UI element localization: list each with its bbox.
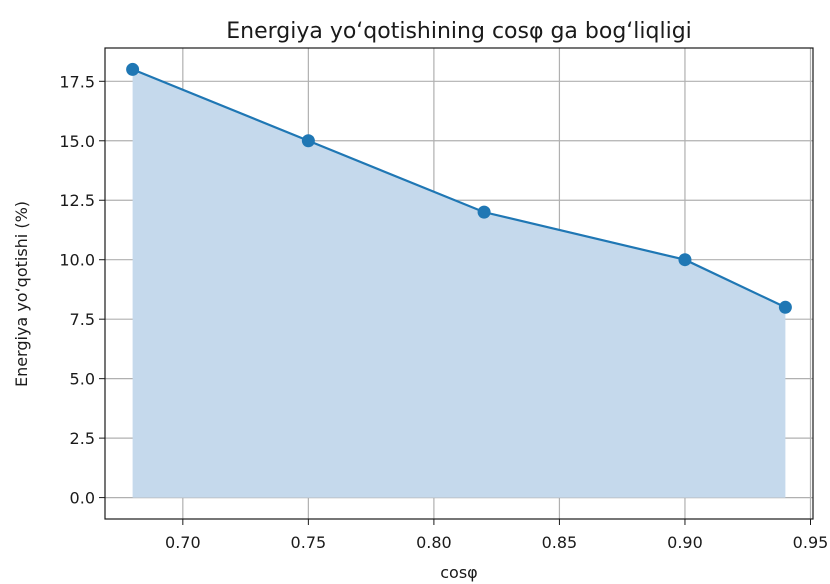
data-point (678, 253, 692, 267)
chart-title: Energiya yo‘qotishining cosφ ga bog‘liql… (226, 19, 692, 44)
data-point (301, 134, 315, 148)
y-tick-label: 15.0 (59, 132, 95, 151)
y-tick-label: 0.0 (70, 489, 95, 508)
axes-frame (104, 47, 814, 520)
data-point (778, 300, 792, 314)
x-tick-label: 0.75 (291, 533, 327, 552)
x-axis-ticks: 0.70 0.75 0.80 0.85 0.90 0.95 (165, 519, 828, 552)
y-tick-label: 10.0 (59, 251, 95, 270)
plot-area: 0.70 0.75 0.80 0.85 0.90 0.95 0.0 2.5 5.0 7.5 10.… (59, 47, 828, 552)
area-fill (132, 69, 786, 498)
y-tick-label: 2.5 (70, 429, 95, 448)
x-tick-label: 0.95 (793, 533, 829, 552)
y-tick-label: 5.0 (70, 370, 95, 389)
x-tick-label: 0.80 (416, 533, 452, 552)
x-tick-label: 0.85 (542, 533, 578, 552)
data-points (126, 62, 792, 314)
y-tick-label: 12.5 (59, 191, 95, 210)
y-axis-ticks: 0.0 2.5 5.0 7.5 10.0 12.5 15.0 17.5 (59, 72, 105, 508)
data-point (477, 205, 491, 219)
x-tick-label: 0.70 (165, 533, 201, 552)
x-axis-label: cosφ (440, 563, 477, 582)
y-tick-label: 7.5 (70, 310, 95, 329)
y-tick-label: 17.5 (59, 72, 95, 91)
data-point (126, 62, 140, 76)
x-tick-label: 0.90 (667, 533, 703, 552)
y-axis-label: Energiya yo‘qotishi (%) (12, 201, 31, 387)
